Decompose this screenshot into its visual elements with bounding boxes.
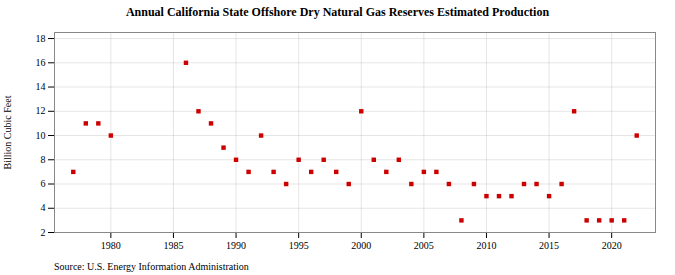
svg-text:1985: 1985: [163, 240, 183, 251]
svg-text:1995: 1995: [289, 240, 309, 251]
html-text:Annual California State Offsho: Annual California State Offshore Dry Nat…: [125, 5, 550, 19]
svg-text:16: 16: [36, 57, 46, 68]
svg-text:1990: 1990: [226, 240, 246, 251]
svg-text:1980: 1980: [101, 240, 121, 251]
svg-text:2015: 2015: [539, 240, 559, 251]
svg-text:Billion Cubic Feet: Billion Cubic Feet: [2, 95, 13, 169]
svg-text:2005: 2005: [414, 240, 434, 251]
svg-text:2000: 2000: [351, 240, 371, 251]
svg-text:4: 4: [41, 202, 46, 213]
svg-text:14: 14: [36, 81, 46, 92]
svg-text:8: 8: [41, 154, 46, 165]
svg-text:2: 2: [41, 227, 46, 238]
svg-text:18: 18: [36, 33, 46, 44]
svg-text:10: 10: [36, 130, 46, 141]
svg-text:2020: 2020: [602, 240, 622, 251]
html-text:Source: U.S. Energy Informatio: Source: U.S. Energy Information Administ…: [54, 261, 249, 272]
svg-text:2010: 2010: [476, 240, 496, 251]
svg-text:12: 12: [36, 105, 46, 116]
svg-text:6: 6: [41, 178, 46, 189]
